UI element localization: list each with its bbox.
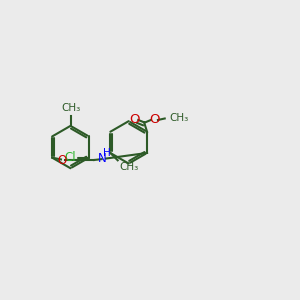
Text: CH₃: CH₃: [120, 162, 139, 172]
Text: H: H: [103, 148, 110, 158]
Text: CH₃: CH₃: [169, 113, 188, 124]
Text: O: O: [149, 113, 160, 127]
Text: CH₃: CH₃: [61, 103, 80, 113]
Text: O: O: [57, 154, 66, 166]
Text: O: O: [129, 113, 140, 127]
Text: Cl: Cl: [65, 151, 76, 164]
Text: N: N: [98, 152, 106, 165]
